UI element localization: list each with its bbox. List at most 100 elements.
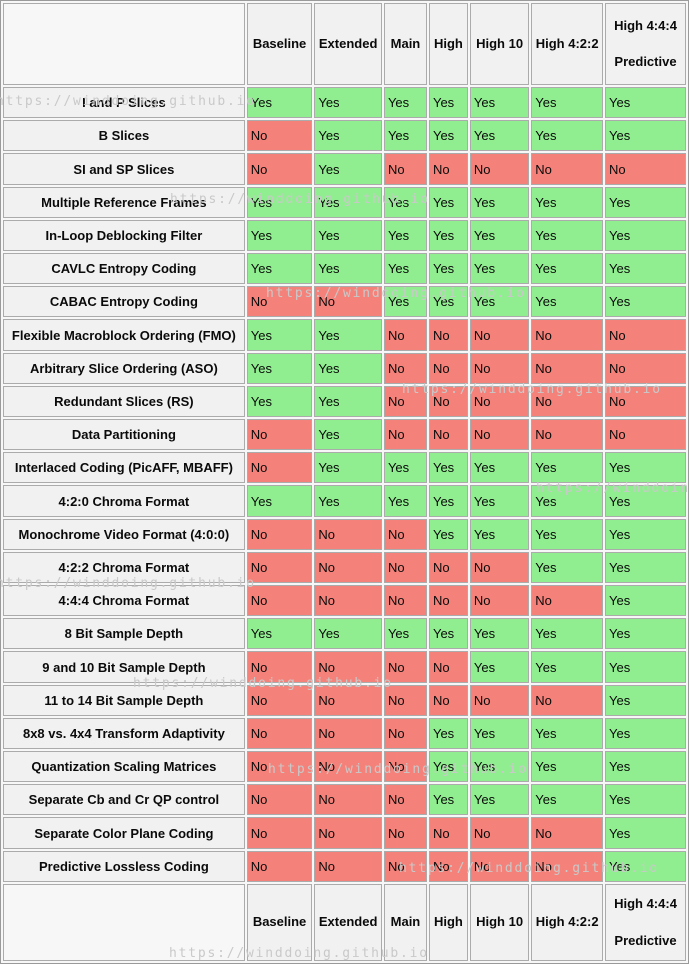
feature-value-cell: Yes	[605, 518, 686, 550]
feature-value-cell: Yes	[469, 518, 530, 550]
feature-value-cell: Yes	[469, 618, 530, 650]
feature-value-cell: No	[428, 684, 468, 716]
feature-value-cell: Yes	[246, 385, 313, 418]
feature-value-cell: No	[246, 684, 313, 716]
feature-value-cell: Yes	[314, 87, 382, 119]
feature-value-cell: No	[314, 717, 382, 750]
column-header-0: Baseline	[246, 3, 313, 85]
feature-value-cell: Yes	[314, 485, 382, 517]
feature-value-cell: No	[531, 319, 603, 351]
feature-value-cell: No	[428, 850, 468, 883]
feature-value-cell: No	[383, 551, 427, 584]
feature-value-cell: Yes	[605, 684, 686, 716]
feature-value-cell: No	[531, 352, 603, 384]
feature-label: 9 and 10 Bit Sample Depth	[3, 651, 245, 683]
feature-table-body: Baseline Extended Main High High 10 High 4:2:…	[3, 3, 686, 961]
feature-value-cell: Yes	[383, 286, 427, 318]
feature-value-cell: No	[246, 751, 313, 783]
column-header-6: High 4:4:4 Predictive	[605, 3, 686, 85]
feature-value-cell: Yes	[314, 452, 382, 484]
feature-value-cell: No	[428, 651, 468, 683]
feature-value-cell: Yes	[605, 186, 686, 218]
feature-value-cell: Yes	[469, 452, 530, 484]
feature-label: 11 to 14 Bit Sample Depth	[3, 684, 245, 716]
feature-value-cell: No	[469, 352, 530, 384]
feature-label: I and P Slices	[3, 87, 245, 119]
table-row: In-Loop Deblocking Filter Yes Yes Yes Yes Yes…	[3, 219, 686, 252]
feature-value-cell: Yes	[428, 618, 468, 650]
table-row: Monochrome Video Format (4:0:0) No No No Yes…	[3, 518, 686, 550]
feature-value-cell: Yes	[605, 651, 686, 683]
feature-value-cell: Yes	[531, 651, 603, 683]
feature-value-cell: Yes	[469, 485, 530, 517]
table-row: 4:2:2 Chroma Format No No No No No Yes Yes	[3, 551, 686, 584]
feature-label: SI and SP Slices	[3, 153, 245, 185]
feature-value-cell: Yes	[531, 286, 603, 318]
feature-value-cell: Yes	[469, 120, 530, 152]
feature-value-cell: No	[383, 319, 427, 351]
feature-value-cell: Yes	[246, 219, 313, 252]
feature-value-cell: Yes	[246, 319, 313, 351]
feature-value-cell: No	[428, 419, 468, 451]
feature-value-cell: Yes	[469, 751, 530, 783]
feature-value-cell: No	[246, 585, 313, 617]
feature-value-cell: No	[246, 784, 313, 816]
feature-value-cell: Yes	[605, 618, 686, 650]
feature-value-cell: Yes	[469, 186, 530, 218]
feature-value-cell: Yes	[383, 452, 427, 484]
feature-value-cell: No	[246, 153, 313, 185]
table-row: B Slices No Yes Yes Yes Yes Yes Yes	[3, 120, 686, 152]
table-row: 8x8 vs. 4x4 Transform Adaptivity No No No Ye…	[3, 717, 686, 750]
corner-cell	[3, 3, 245, 85]
column-header-4: High 10	[469, 3, 530, 85]
feature-value-cell: Yes	[531, 485, 603, 517]
feature-value-cell: No	[314, 784, 382, 816]
feature-value-cell: No	[383, 751, 427, 783]
feature-value-cell: Yes	[428, 452, 468, 484]
feature-value-cell: Yes	[383, 253, 427, 285]
feature-value-cell: Yes	[605, 784, 686, 816]
feature-label: Arbitrary Slice Ordering (ASO)	[3, 352, 245, 384]
feature-value-cell: Yes	[531, 518, 603, 550]
feature-value-cell: Yes	[428, 784, 468, 816]
feature-value-cell: Yes	[605, 452, 686, 484]
table-header-row: Baseline Extended Main High High 10 High 4:2:…	[3, 3, 686, 85]
table-row: 9 and 10 Bit Sample Depth No No No No Yes Yes Y…	[3, 651, 686, 683]
table-row: Data Partitioning No Yes No No No No No	[3, 419, 686, 451]
feature-value-cell: No	[428, 352, 468, 384]
feature-value-cell: Yes	[383, 485, 427, 517]
feature-value-cell: Yes	[246, 485, 313, 517]
feature-value-cell: Yes	[531, 551, 603, 584]
feature-value-cell: No	[246, 120, 313, 152]
feature-value-cell: Yes	[383, 87, 427, 119]
feature-value-cell: Yes	[428, 518, 468, 550]
feature-label: Flexible Macroblock Ordering (FMO)	[3, 319, 245, 351]
feature-value-cell: No	[383, 717, 427, 750]
feature-value-cell: Yes	[428, 120, 468, 152]
feature-value-cell: Yes	[246, 352, 313, 384]
table-row: Multiple Reference Frames Yes Yes Yes Yes Yes…	[3, 186, 686, 218]
footer-column-header-5: High 4:2:2	[531, 884, 603, 961]
feature-value-cell: No	[469, 817, 530, 849]
feature-value-cell: No	[383, 651, 427, 683]
feature-value-cell: No	[314, 684, 382, 716]
feature-value-cell: No	[531, 419, 603, 451]
table-row: CABAC Entropy Coding No No Yes Yes Yes Yes Yes	[3, 286, 686, 318]
feature-value-cell: No	[469, 385, 530, 418]
feature-label: Interlaced Coding (PicAFF, MBAFF)	[3, 452, 245, 484]
column-header-1: Extended	[314, 3, 382, 85]
feature-value-cell: No	[314, 551, 382, 584]
feature-value-cell: No	[469, 319, 530, 351]
feature-value-cell: No	[314, 751, 382, 783]
feature-value-cell: No	[314, 850, 382, 883]
feature-label: 8x8 vs. 4x4 Transform Adaptivity	[3, 717, 245, 750]
column-header-2: Main	[383, 3, 427, 85]
feature-label: Separate Color Plane Coding	[3, 817, 245, 849]
feature-value-cell: No	[383, 419, 427, 451]
feature-value-cell: No	[469, 684, 530, 716]
footer-header-row: Baseline Extended Main High High 10 High 4:2:…	[3, 884, 686, 961]
table-row: 11 to 14 Bit Sample Depth No No No No No No Yes	[3, 684, 686, 716]
feature-value-cell: No	[605, 352, 686, 384]
feature-value-cell: Yes	[605, 485, 686, 517]
